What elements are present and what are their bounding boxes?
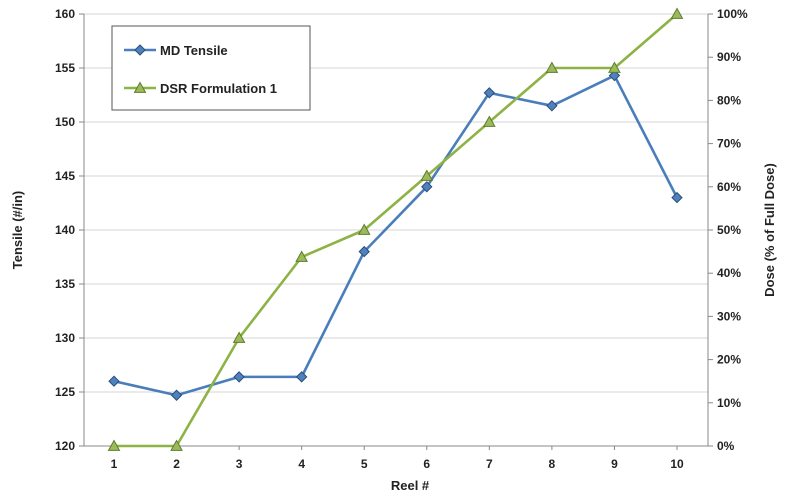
y2-tick-label: 100%: [717, 7, 748, 21]
legend-label-dsr-formulation-1: DSR Formulation 1: [160, 81, 277, 96]
data-point-dsr-formulation-1: [670, 7, 684, 19]
x-tick-label: 4: [298, 457, 305, 471]
y-tick-label: 145: [55, 169, 75, 183]
y2-tick-label: 30%: [717, 309, 741, 323]
series-layer: [107, 7, 684, 451]
legend-marker-dsr-formulation-1: [133, 81, 147, 93]
y-axis-title: Tensile (#/in): [10, 191, 25, 270]
y2-tick-label: 60%: [717, 180, 741, 194]
legend-box: [111, 25, 311, 111]
y2-tick-label: 10%: [717, 396, 741, 410]
data-point-dsr-formulation-1: [170, 439, 183, 451]
data-point-md-tensile: [483, 87, 496, 99]
y-tick-label: 160: [55, 7, 75, 21]
x-tick-label: 2: [173, 457, 180, 471]
x-tick-label: 3: [236, 457, 243, 471]
x-tick-label: 9: [611, 457, 618, 471]
data-point-dsr-formulation-1: [482, 115, 496, 127]
y-tick-label: 140: [55, 223, 75, 237]
data-point-dsr-formulation-1: [545, 61, 559, 73]
y-tick-label: 150: [55, 115, 75, 129]
data-point-dsr-formulation-1: [608, 61, 621, 73]
data-point-md-tensile: [170, 389, 183, 401]
data-point-md-tensile: [108, 375, 120, 387]
legend-label-md-tensile: MD Tensile: [160, 43, 228, 58]
y-tick-label: 125: [55, 385, 75, 399]
legend: MD Tensile DSR Formulation 1: [111, 25, 311, 111]
x-tick-label: 5: [361, 457, 368, 471]
y2-tick-label: 90%: [717, 50, 741, 64]
y-tick-label: 155: [55, 61, 75, 75]
y2-axis-title: Dose (% of Full Dose): [762, 163, 777, 297]
data-point-dsr-formulation-1: [357, 223, 371, 235]
data-point-dsr-formulation-1: [107, 439, 121, 451]
y-tick-label: 120: [55, 439, 75, 453]
data-point-md-tensile: [295, 371, 308, 383]
data-point-dsr-formulation-1: [232, 331, 246, 343]
y2-tick-label: 50%: [717, 223, 741, 237]
data-point-md-tensile: [546, 100, 558, 112]
series-line-md-tensile: [113, 74, 679, 397]
data-point-md-tensile: [233, 371, 245, 383]
y2-tick-label: 80%: [717, 93, 741, 107]
y2-tick-label: 70%: [717, 137, 741, 151]
y2-tick-label: 0%: [717, 439, 735, 453]
series-line-dsr-formulation-1: [114, 13, 678, 448]
data-point-md-tensile: [608, 69, 621, 82]
legend-marker-md-tensile: [134, 44, 146, 56]
data-point-dsr-formulation-1: [420, 169, 434, 181]
data-point-md-tensile: [671, 191, 683, 204]
left-axis-ticks: 120 125 130 135 140 145 150 155 160: [55, 7, 84, 453]
x-tick-label: 7: [486, 457, 493, 471]
y2-tick-label: 40%: [717, 266, 741, 280]
x-tick-label: 1: [111, 457, 118, 471]
y-tick-label: 130: [55, 331, 75, 345]
y-tick-label: 135: [55, 277, 75, 291]
x-tick-label: 10: [670, 457, 684, 471]
data-point-md-tensile: [358, 245, 370, 258]
x-axis-ticks: 1 2 3 4 5 6 7 8 9 10: [111, 446, 684, 471]
right-axis-ticks: 0% 10% 20% 30% 40% 50% 60% 70% 80% 90% 100%: [708, 7, 748, 453]
x-axis-title: Reel #: [391, 478, 430, 493]
x-tick-label: 8: [549, 457, 556, 471]
y2-tick-label: 20%: [717, 353, 741, 367]
data-point-dsr-formulation-1: [295, 250, 309, 262]
data-point-md-tensile: [421, 181, 433, 193]
x-tick-label: 6: [423, 457, 430, 471]
